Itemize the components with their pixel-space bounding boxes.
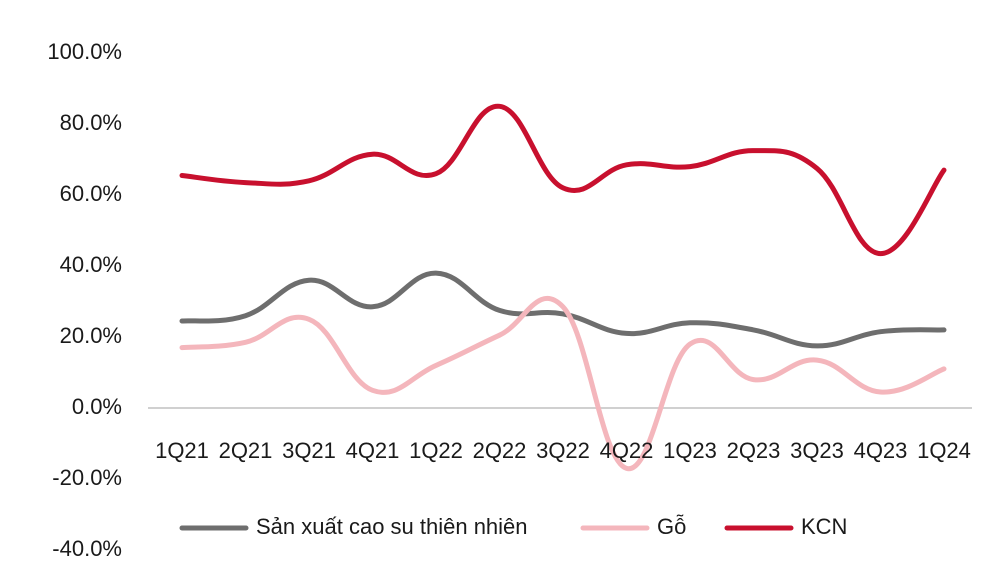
y-tick-label: -40.0%	[52, 536, 122, 561]
x-axis-labels: 1Q21 2Q21 3Q21 4Q21 1Q22 2Q22 3Q22 4Q22 1Q23 2Q23…	[155, 438, 971, 463]
y-tick-label: -20.0%	[52, 465, 122, 490]
series-lines	[179, 103, 947, 471]
x-tick-label: 2Q23	[727, 438, 781, 463]
y-tick-label: 20.0%	[60, 323, 122, 348]
x-tick-label: 3Q21	[282, 438, 336, 463]
x-tick-label: 4Q21	[346, 438, 400, 463]
x-tick-label: 1Q22	[409, 438, 463, 463]
y-tick-label: 0.0%	[72, 394, 122, 419]
legend-label-kcn: KCN	[801, 514, 847, 539]
series-line-wood	[179, 296, 947, 471]
series-line-rubber	[179, 270, 947, 349]
x-tick-label: 3Q23	[790, 438, 844, 463]
x-tick-label: 1Q23	[663, 438, 717, 463]
y-tick-label: 40.0%	[60, 252, 122, 277]
legend-label-wood: Gỗ	[657, 514, 686, 539]
y-tick-label: 80.0%	[60, 110, 122, 135]
x-tick-label: 1Q21	[155, 438, 209, 463]
legend-label-rubber: Sản xuất cao su thiên nhiên	[256, 514, 528, 539]
series-line-kcn	[179, 103, 947, 257]
x-tick-label: 3Q22	[536, 438, 590, 463]
legend: Sản xuất cao su thiên nhiên Gỗ KCN	[179, 514, 847, 539]
x-tick-label: 1Q24	[917, 438, 971, 463]
x-tick-label: 2Q22	[473, 438, 527, 463]
y-tick-label: 100.0%	[47, 39, 122, 64]
y-tick-label: 60.0%	[60, 181, 122, 206]
y-axis-labels: 100.0% 80.0% 60.0% 40.0% 20.0% 0.0% -20.0% -40.…	[47, 39, 122, 561]
x-tick-label: 4Q22	[600, 438, 654, 463]
x-tick-label: 4Q23	[854, 438, 908, 463]
x-tick-label: 2Q21	[219, 438, 273, 463]
